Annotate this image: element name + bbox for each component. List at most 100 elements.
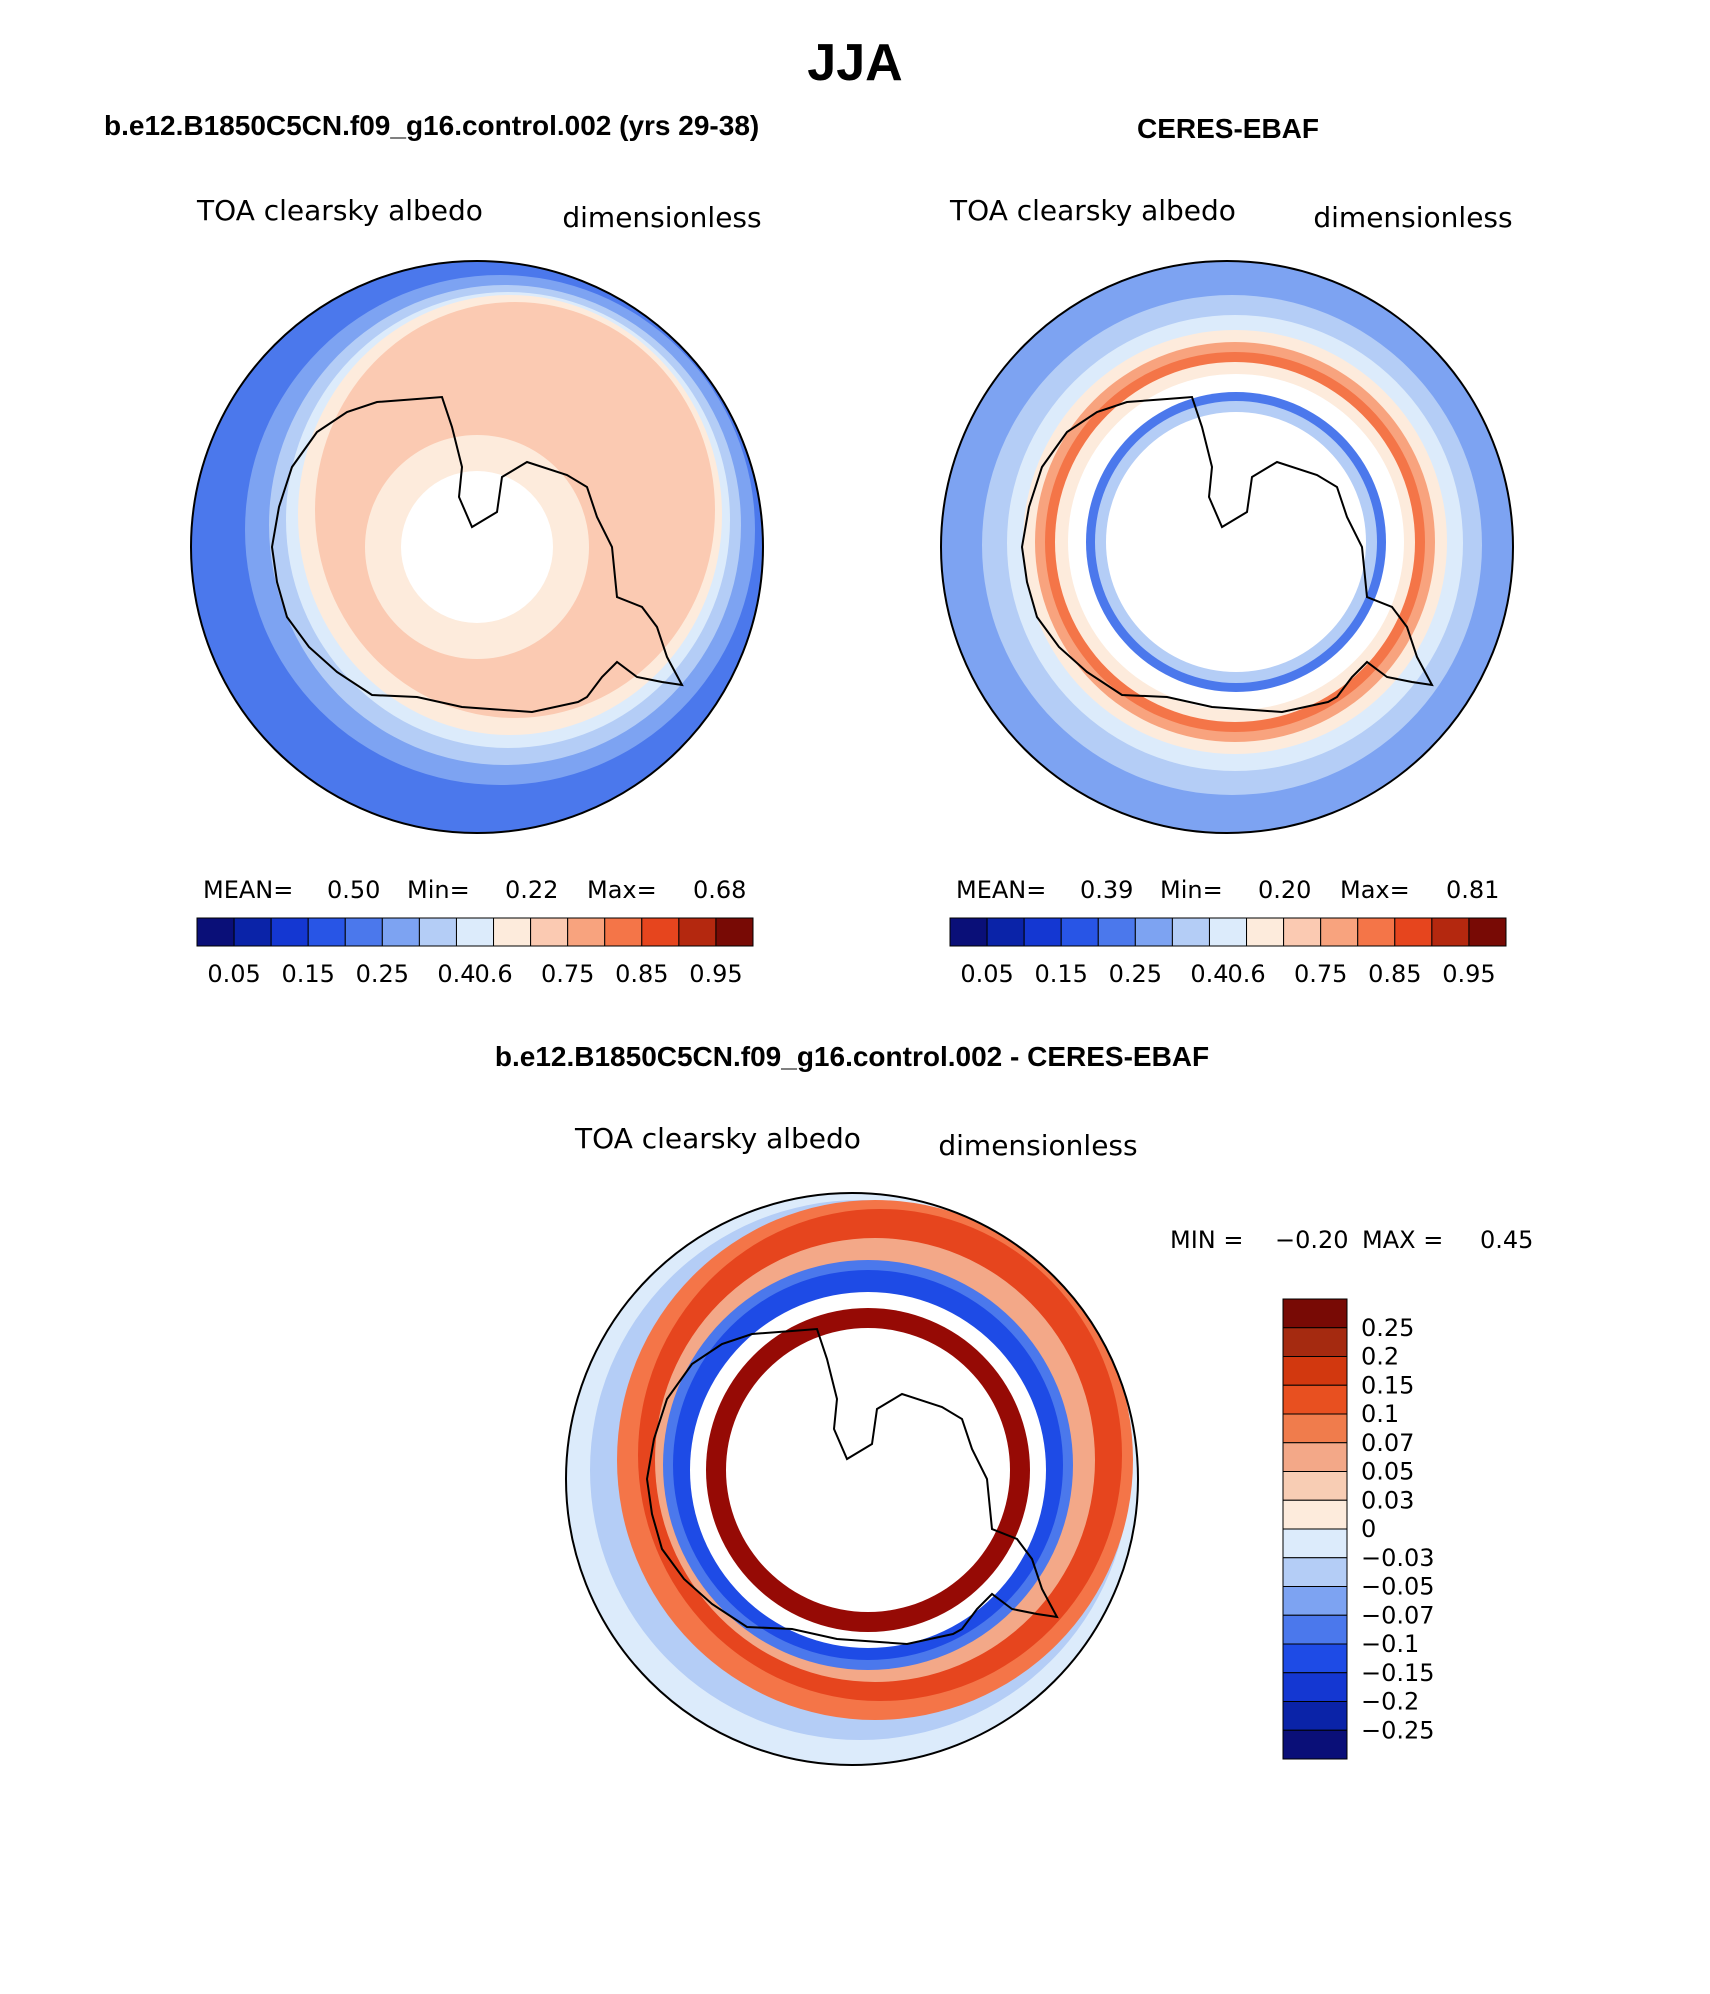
panel-model-title: b.e12.B1850C5CN.f09_g16.control.002 (yrs… [104,110,759,141]
colorbar-diff-tick-label: 0.07 [1361,1429,1414,1457]
model-max-label: Max= [587,876,657,904]
colorbar-diff-tick-label: 0.03 [1361,1486,1414,1514]
colorbar-diff-tick-label: −0.15 [1361,1659,1435,1687]
colorbar-diff-tick-label: −0.05 [1361,1573,1435,1601]
colorbar-obs-tick-label: 0.4 [1190,960,1228,988]
model-min-value: 0.22 [505,876,558,904]
colorbar-diff-swatch [1282,1499,1348,1530]
model-mean-value: 0.50 [327,876,380,904]
colorbar-obs-swatch [1468,917,1507,947]
colorbar-diff-tick-label: −0.07 [1361,1601,1435,1629]
colorbar-diff-swatch [1282,1643,1348,1674]
map-diff [566,1193,1138,1765]
colorbar-diff-swatch [1282,1298,1348,1329]
diff-max-label: MAX = [1362,1226,1443,1254]
colorbar-diff-tick-label: 0 [1361,1515,1376,1543]
colorbar-model-tick-label: 0.15 [281,960,334,988]
panel-diff-variable: TOA clearsky albedo [574,1122,861,1155]
colorbar-model-swatch [715,917,754,947]
obs-mean-value: 0.39 [1080,876,1133,904]
colorbar-model-swatch [344,917,383,947]
colorbar-model-tick-label: 0.25 [356,960,409,988]
obs-max-value: 0.81 [1446,876,1499,904]
colorbar-obs-swatch [1283,917,1322,947]
map-model-border [190,260,764,834]
diff-stats: MIN = −0.20 MAX = 0.45 [1170,1226,1533,1254]
colorbar-diff-tick-label: 0.05 [1361,1458,1414,1486]
colorbar-model-tick-label: 0.85 [615,960,668,988]
colorbar-model-tick-label: 0.05 [207,960,260,988]
colorbar-diff-tick-label: 0.1 [1361,1400,1399,1428]
colorbar-diff-tick-label: −0.2 [1361,1688,1419,1716]
colorbar-model-tick-label: 0.75 [541,960,594,988]
colorbar-obs: 0.05 0.15 0.25 0.40.6 0.75 0.85 0.95 [949,917,1507,988]
page-title: JJA [807,34,902,92]
colorbar-diff-swatch [1282,1614,1348,1645]
colorbar-obs-tick-label: 0.85 [1368,960,1421,988]
map-obs [941,261,1513,833]
colorbar-diff-swatch [1282,1471,1348,1501]
colorbar-model-swatch [678,917,717,947]
colorbar-diff-swatch [1282,1729,1348,1760]
colorbar-obs-swatch [1134,917,1173,947]
model-stats: MEAN= 0.50 Min= 0.22 Max= 0.68 [203,876,746,904]
obs-mean-label: MEAN= [956,876,1046,904]
colorbar-obs-swatch [1246,917,1285,947]
colorbar-diff-swatch [1282,1413,1348,1444]
colorbar-obs-swatch [949,917,988,947]
colorbar-obs-swatch [1357,917,1396,947]
colorbar-model-tick-label: 0.95 [689,960,742,988]
map-model [191,261,763,833]
colorbar-obs-swatch [1060,917,1099,947]
colorbar-obs-swatch [986,917,1025,947]
colorbar-obs-tick-label: 0.95 [1442,960,1495,988]
colorbar-model-swatch [604,917,643,947]
colorbar-diff-swatch [1282,1528,1348,1559]
colorbar-diff: 0.250.20.150.10.070.050.030−0.03−0.05−0.… [1282,1298,1435,1760]
colorbar-obs-swatch [1208,917,1248,947]
diff-min-value: −0.20 [1275,1226,1349,1254]
colorbar-obs-tick-label: 0.05 [960,960,1013,988]
colorbar-obs-swatch [1320,917,1359,947]
panel-model-variable: TOA clearsky albedo [196,194,483,227]
model-max-value: 0.68 [693,876,746,904]
obs-max-label: Max= [1340,876,1410,904]
colorbar-diff-tick-label: −0.25 [1361,1716,1435,1744]
map-obs-border [940,260,1514,834]
colorbar-diff-swatch [1282,1701,1348,1731]
diff-inner [726,1328,1010,1612]
colorbar-diff-swatch [1282,1442,1348,1472]
panel-diff-title: b.e12.B1850C5CN.f09_g16.control.002 - CE… [495,1041,1209,1072]
colorbar-model-swatch [641,917,680,947]
model-min-label: Min= [407,876,470,904]
colorbar-obs-tick-label: 0.75 [1294,960,1347,988]
colorbar-model-swatch [233,917,272,947]
panel-diff-units: dimensionless [938,1129,1137,1162]
colorbar-diff-swatch [1282,1557,1348,1587]
colorbar-diff-tick-label: −0.03 [1361,1544,1435,1572]
panel-model-units: dimensionless [562,201,761,234]
colorbar-model-tick-label: 0.6 [474,960,512,988]
colorbar-obs-swatch [1431,917,1470,947]
colorbar-diff-tick-label: 0.15 [1361,1371,1414,1399]
colorbar-obs-swatch [1171,917,1210,947]
colorbar-model-tick-label: 0.4 [437,960,475,988]
panel-obs-units: dimensionless [1313,201,1512,234]
colorbar-model-swatch [493,917,532,947]
colorbar-obs-swatch [1394,917,1433,947]
map-diff-border [565,1192,1139,1766]
panel-obs-title: CERES-EBAF [1137,113,1319,144]
colorbar-model-swatch [567,917,606,947]
colorbar-diff-swatch [1282,1672,1348,1702]
colorbar-model: 0.05 0.15 0.25 0.40.6 0.75 0.85 0.95 [196,917,754,988]
obs-inner [1106,412,1366,672]
colorbar-diff-tick-label: 0.2 [1361,1343,1399,1371]
colorbar-model-swatch [307,917,346,947]
colorbar-diff-tick-label: −0.1 [1361,1630,1419,1658]
panel-obs: CERES-EBAF TOA clearsky albedo dimension… [940,113,1514,988]
colorbar-diff-tick-label: 0.25 [1361,1314,1414,1342]
colorbar-diff-swatch [1282,1586,1348,1616]
colorbar-model-swatch [381,917,420,947]
panel-obs-variable: TOA clearsky albedo [949,194,1236,227]
obs-min-label: Min= [1160,876,1223,904]
